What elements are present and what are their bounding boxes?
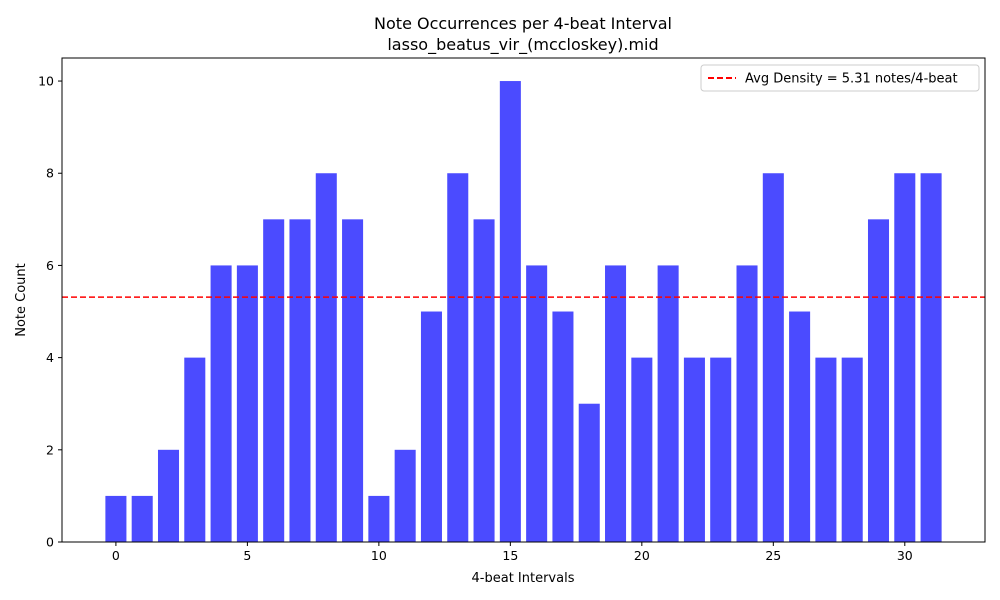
bar-interval-2 (157, 449, 180, 542)
y-tick-label: 4 (46, 350, 54, 365)
bar-interval-21 (657, 265, 679, 542)
bar-interval-25 (762, 173, 784, 542)
chart-subtitle: lasso_beatus_vir_(mccloskey).mid (387, 35, 658, 55)
y-tick-label: 2 (46, 442, 54, 457)
x-tick-label: 20 (634, 548, 650, 563)
bar-interval-19 (605, 265, 627, 542)
bar-interval-8 (315, 173, 337, 542)
bar-interval-1 (131, 495, 153, 542)
bar-interval-15 (499, 81, 521, 543)
x-tick-label: 15 (502, 548, 518, 563)
bar-interval-22 (683, 357, 705, 542)
legend-label: Avg Density = 5.31 notes/4-beat (745, 72, 958, 87)
bar-interval-23 (710, 357, 732, 542)
bar-interval-3 (184, 357, 206, 542)
bar-interval-20 (631, 357, 653, 542)
x-tick-label: 0 (112, 548, 120, 563)
bar-interval-17 (552, 311, 574, 542)
bar-interval-28 (841, 357, 863, 542)
x-axis-ticks: 0 5 10 15 20 25 30 (112, 542, 913, 563)
x-tick-label: 30 (897, 548, 913, 563)
plot-area-frame (61, 57, 986, 543)
y-axis-ticks: 0 2 4 6 8 10 (38, 74, 62, 550)
bar-interval-16 (526, 265, 548, 542)
y-tick-label: 0 (46, 535, 54, 550)
bar-interval-29 (867, 219, 890, 543)
x-tick-label: 10 (371, 548, 387, 563)
bar-interval-12 (420, 311, 442, 542)
x-tick-label: 25 (765, 548, 781, 563)
bar-interval-6 (263, 219, 285, 543)
y-axis-label: Note Count (14, 263, 29, 337)
bar-interval-27 (815, 357, 837, 542)
y-tick-label: 8 (46, 166, 54, 181)
bar-interval-26 (789, 311, 811, 542)
y-tick-label: 10 (38, 74, 54, 89)
bar-interval-11 (394, 449, 416, 542)
bar-interval-9 (342, 219, 364, 543)
bar-interval-7 (289, 219, 311, 543)
bar-interval-24 (736, 265, 758, 542)
bar-interval-18 (578, 403, 600, 542)
chart-legend: Avg Density = 5.31 notes/4-beat (700, 64, 980, 92)
y-tick-label: 6 (46, 258, 54, 273)
bar-interval-13 (447, 173, 469, 542)
x-axis-label: 4-beat Intervals (472, 571, 575, 586)
bar-interval-30 (894, 173, 916, 542)
bar-interval-31 (920, 173, 942, 542)
bar-interval-0 (105, 495, 127, 542)
x-tick-label: 5 (243, 548, 251, 563)
bar-interval-14 (473, 219, 495, 543)
legend-box (700, 64, 980, 92)
bar-series (105, 81, 942, 543)
bar-interval-4 (210, 265, 232, 542)
bar-interval-5 (236, 265, 258, 542)
bar-interval-10 (368, 495, 390, 542)
chart-title: Note Occurrences per 4-beat Interval (374, 14, 672, 33)
